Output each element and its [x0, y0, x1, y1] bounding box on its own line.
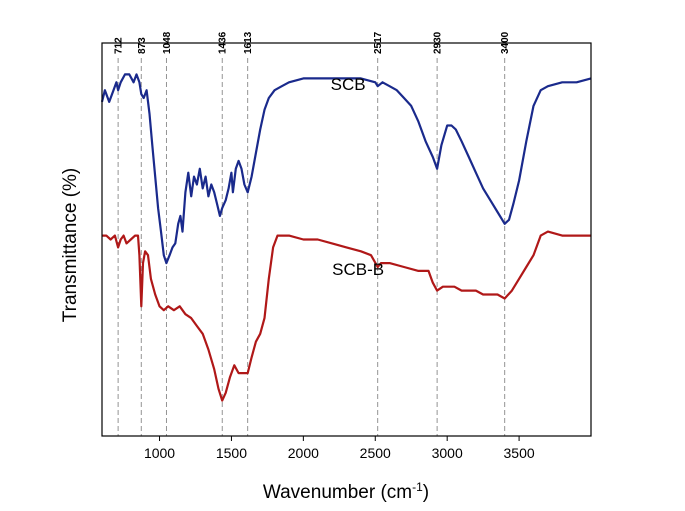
x-axis-title-suffix: ) — [423, 482, 429, 503]
x-tick-label-3500: 3500 — [504, 445, 535, 461]
x-axis-ticks: 1000 1500 2000 2500 3000 3500 — [144, 436, 535, 461]
x-axis-title: Wavenumber (cm-1) — [263, 480, 429, 503]
x-axis-title-superscript: -1 — [412, 480, 423, 494]
x-tick-label-2500: 2500 — [360, 445, 391, 461]
x-tick-label-2000: 2000 — [288, 445, 319, 461]
x-axis-title-main: Wavenumber (cm — [263, 482, 412, 503]
series-label-scb: SCB — [331, 75, 366, 94]
series-labels: SCB SCB-B — [331, 75, 384, 279]
x-tick-label-1000: 1000 — [144, 445, 175, 461]
reference-label-873: 873 — [137, 37, 148, 54]
reference-label-712: 712 — [114, 37, 125, 54]
reference-lines: 712 873 1048 1436 1613 2517 2930 3400 — [114, 31, 511, 436]
x-tick-label-1500: 1500 — [216, 445, 247, 461]
plot-frame — [101, 42, 592, 437]
y-axis-title: Transmittance (%) — [60, 168, 81, 323]
x-tick-label-3000: 3000 — [432, 445, 463, 461]
series-line-scb — [100, 73, 592, 265]
series-lines — [100, 73, 592, 402]
series-line-scb-b — [102, 230, 591, 402]
series-label-scb-b: SCB-B — [332, 260, 384, 279]
